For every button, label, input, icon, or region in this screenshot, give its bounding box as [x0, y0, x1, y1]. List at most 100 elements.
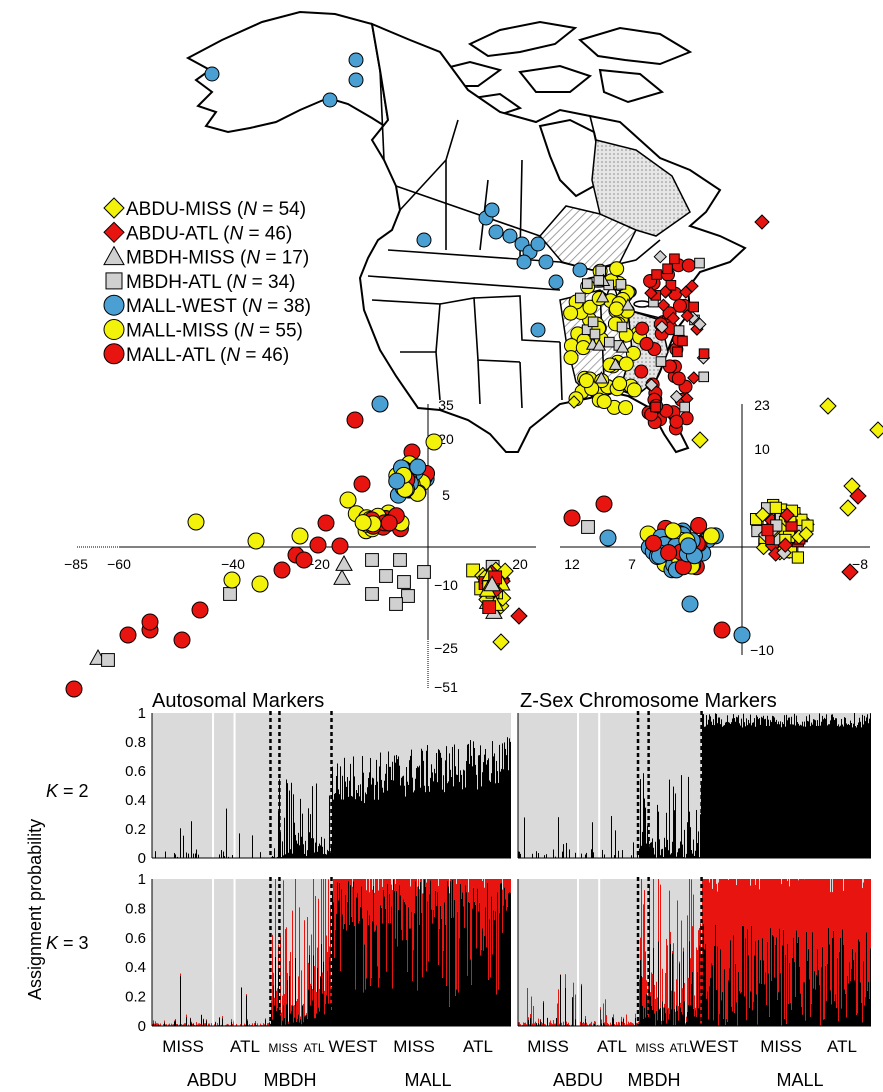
assignment-bar-red: [247, 1019, 248, 1021]
assignment-bar-black: [667, 1009, 668, 1026]
assignment-bar-black: [316, 1013, 317, 1026]
assignment-bar-red: [750, 885, 751, 992]
map-marker-mbdh-miss: [603, 336, 615, 348]
assignment-bar-black: [836, 718, 837, 858]
assignment-bar-black: [291, 1011, 292, 1026]
assignment-bar-black: [224, 856, 225, 858]
assignment-bar-black: [849, 962, 850, 1026]
assignment-bar-black: [739, 723, 740, 858]
assignment-bar-red: [427, 879, 428, 902]
assignment-bar-red: [806, 879, 807, 932]
assignment-bar-black: [581, 985, 582, 1026]
assignment-bar-red: [319, 989, 320, 1012]
assignment-bar-black: [440, 752, 441, 858]
map-marker-abdu-atl: [693, 317, 707, 331]
assignment-bar-red: [367, 879, 368, 911]
assignment-bar-red: [673, 943, 674, 1025]
assignment-bar-black: [315, 1018, 316, 1026]
assignment-bar-black: [795, 725, 796, 858]
assignment-bar-red: [339, 879, 340, 883]
assignment-bar-black: [793, 937, 794, 1026]
assignment-bar-black: [295, 834, 296, 858]
assignment-bar-red: [716, 883, 717, 990]
pca-right-point: [839, 499, 857, 517]
assignment-bar-black: [252, 835, 253, 858]
assignment-bar-black: [327, 971, 328, 1026]
assignment-bar-black: [777, 999, 778, 1026]
assignment-bar-black: [286, 779, 287, 858]
assignment-bar-black: [700, 814, 701, 858]
assignment-bar-black: [698, 831, 699, 858]
assignment-bar-black: [462, 789, 463, 858]
assignment-bar-black: [301, 836, 302, 858]
assignment-bar-red: [748, 879, 749, 956]
assignment-bar-black: [767, 941, 768, 1026]
assignment-bar-black: [678, 1020, 679, 1026]
assignment-bar-red: [595, 1021, 596, 1026]
assignment-bar-black: [317, 967, 318, 1026]
assignment-bar-black: [840, 937, 841, 1026]
assignment-bar-black: [665, 847, 666, 858]
map-marker-mall-west: [516, 254, 532, 270]
assignment-bar-red: [478, 879, 479, 912]
assignment-bar-black: [865, 721, 866, 858]
assignment-bar-red: [658, 879, 659, 942]
assignment-bar-black: [346, 930, 347, 1026]
assignment-bar-black: [840, 725, 841, 858]
assignment-bar-red: [489, 879, 490, 920]
assignment-bar-black: [380, 905, 381, 1026]
assignment-bar-red: [809, 879, 810, 980]
assignment-bar-black: [852, 948, 853, 1026]
assignment-bar-black: [364, 803, 365, 858]
assignment-bar-red: [481, 879, 482, 950]
assignment-bar-red: [182, 1024, 183, 1026]
assignment-bar-black: [413, 792, 414, 858]
assignment-bar-red: [601, 1019, 602, 1024]
assignment-bar-black: [854, 980, 855, 1026]
assignment-bar-red: [326, 935, 327, 996]
assignment-bar-black: [378, 799, 379, 858]
assignment-bar-red: [157, 1023, 158, 1026]
assignment-bar-black: [791, 1009, 792, 1026]
assignment-bar-red: [277, 988, 278, 1008]
assignment-bar-black: [387, 883, 388, 1026]
assignment-bar-black: [809, 979, 810, 1026]
assignment-bar-red: [351, 879, 352, 917]
assignment-bar-black: [180, 976, 181, 1026]
map-dotted-region-northeast: [591, 139, 691, 237]
assignment-bar-red: [490, 879, 491, 978]
assignment-bar-black: [325, 1003, 326, 1026]
assignment-bar-black: [555, 856, 556, 858]
assignment-bar-red: [344, 879, 345, 924]
assignment-bar-red: [475, 879, 476, 905]
legend-entry-prefix: MBDH-MISS (: [126, 248, 247, 269]
assignment-bar-black: [739, 991, 740, 1026]
assignment-bar-black: [354, 925, 355, 1026]
assignment-bar-black: [508, 770, 509, 858]
assignment-bar-black: [384, 896, 385, 1026]
assignment-bar-black: [800, 993, 801, 1026]
assignment-bar-red: [453, 879, 454, 918]
assignment-bar-red: [486, 879, 487, 948]
assignment-bar-red: [472, 879, 473, 909]
assignment-bar-red: [683, 947, 684, 952]
assignment-bar-black: [860, 721, 861, 858]
assignment-bar-red: [773, 879, 774, 937]
assignment-bar-red: [173, 1024, 174, 1026]
assignment-bar-black: [662, 848, 663, 858]
assignment-bar-black: [296, 840, 297, 858]
assignment-bar-black: [425, 792, 426, 858]
assignment-bar-black: [569, 849, 570, 858]
assignment-bar-red: [376, 879, 377, 926]
assignment-bar-black: [432, 923, 433, 1026]
pca-right-y-tick: 23: [754, 397, 770, 413]
map-marker-mall-atl: [639, 336, 654, 351]
assignment-bar-red: [734, 879, 735, 1013]
assignment-bar-red: [772, 879, 773, 935]
assignment-bar-black: [429, 894, 430, 1026]
assignment-bar-black: [728, 722, 729, 858]
assignment-bar-black: [769, 1016, 770, 1026]
map-marker-mall-atl: [669, 414, 684, 429]
assignment-bar-black: [668, 1019, 669, 1026]
assignment-bar-black: [449, 1006, 450, 1026]
